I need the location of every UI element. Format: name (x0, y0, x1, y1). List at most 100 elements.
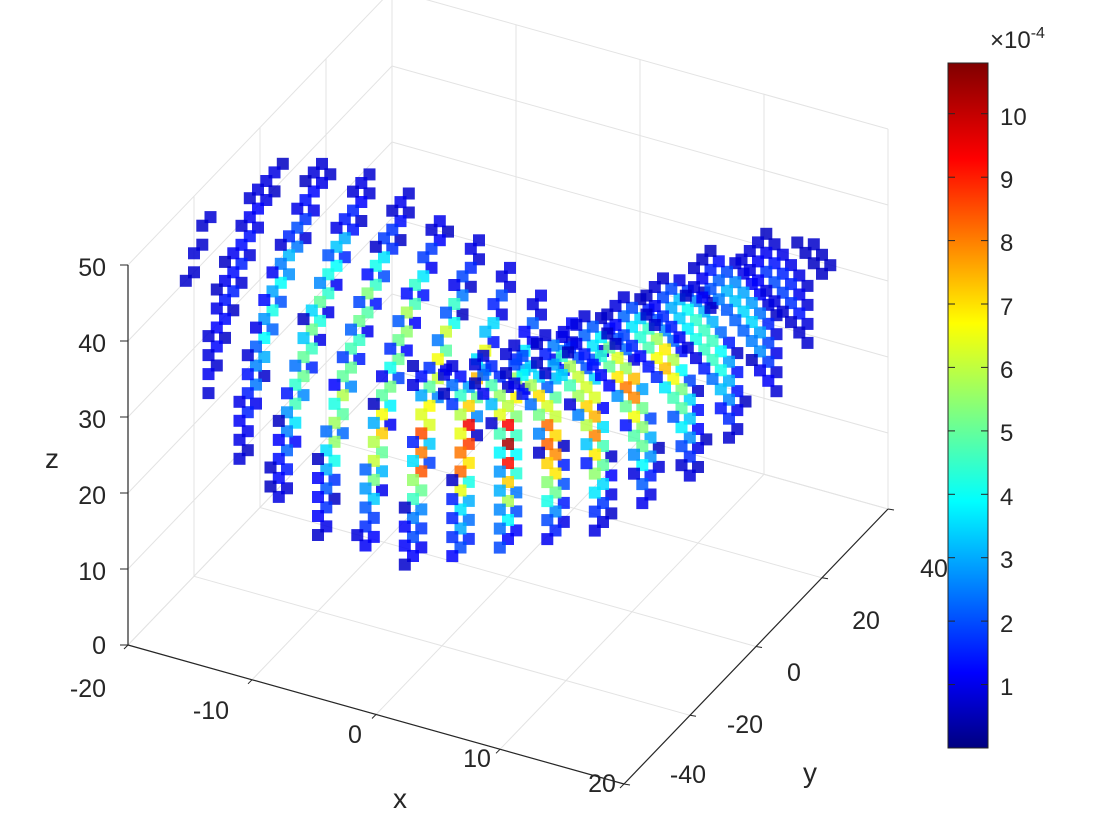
voxel (454, 427, 467, 440)
colorbar-tick-labels: 1 2 3 4 5 6 7 8 9 10 (1000, 104, 1027, 701)
voxel (588, 505, 601, 518)
voxel (312, 472, 324, 484)
voxel (619, 400, 632, 413)
x-tick-label: 10 (463, 745, 491, 773)
voxel (745, 354, 758, 366)
voxel (322, 249, 335, 262)
voxel (533, 408, 545, 421)
voxel (754, 364, 766, 377)
voxel (564, 379, 576, 392)
voxel (312, 453, 324, 465)
voxel (493, 522, 506, 535)
voxel (729, 314, 742, 327)
voxel (723, 431, 735, 444)
voxel (299, 175, 312, 188)
voxel (454, 446, 467, 459)
voxel (493, 427, 506, 440)
voxel (698, 362, 711, 375)
x-tick-label: -20 (70, 675, 106, 703)
voxel (314, 276, 326, 289)
colorbar-multiplier-exponent: -4 (1031, 25, 1045, 42)
voxel (345, 323, 357, 336)
voxel (297, 313, 310, 326)
voxel (493, 446, 506, 459)
voxel (493, 465, 506, 478)
voxel (495, 270, 508, 283)
y-tick-mark (821, 577, 829, 580)
voxel (735, 253, 748, 266)
colorbar-tick-label: 3 (1000, 547, 1013, 574)
voxel (785, 316, 797, 329)
grid-line (193, 575, 691, 716)
voxel (202, 368, 215, 381)
z-tick-label: 50 (78, 254, 106, 282)
voxel (533, 446, 545, 459)
voxel (816, 248, 828, 261)
y-tick-label: -20 (727, 711, 763, 739)
voxel (650, 371, 663, 383)
voxel (469, 358, 481, 371)
colorbar-tick-label: 6 (1000, 357, 1013, 384)
voxel-cloud (179, 157, 837, 571)
voxel (210, 283, 223, 296)
voxel (640, 308, 653, 321)
voxel (398, 501, 411, 514)
voxel (712, 255, 725, 268)
voxel (636, 478, 649, 491)
voxel (562, 346, 574, 359)
voxel (704, 301, 717, 314)
voxel (743, 264, 756, 276)
voxel (407, 360, 419, 372)
voxel (281, 387, 293, 400)
colorbar-tick-label: 1 (1000, 674, 1013, 701)
voxel (328, 397, 341, 410)
voxel (667, 391, 680, 404)
voxel (636, 497, 649, 510)
voxel (233, 395, 246, 408)
voxel (233, 433, 246, 446)
voxel (407, 436, 419, 448)
voxel (272, 433, 285, 446)
voxel (586, 358, 599, 371)
voxel (369, 240, 382, 253)
voxel (601, 327, 614, 340)
x-tick-mark (495, 748, 501, 754)
voxel (446, 474, 459, 487)
voxel (601, 308, 614, 321)
voxel (448, 279, 461, 291)
voxel (289, 359, 302, 372)
voxel (541, 457, 554, 470)
voxel (353, 296, 366, 308)
colorbar: 1 2 3 4 5 6 7 8 9 10 ×10-4 (947, 25, 1045, 749)
voxel (188, 247, 200, 260)
voxel (367, 397, 380, 410)
x-tick-mark (123, 644, 129, 650)
colorbar-tick-label: 8 (1000, 230, 1013, 257)
grid-line (259, 507, 757, 647)
voxel (196, 219, 209, 232)
voxel (533, 427, 545, 440)
voxel (626, 339, 638, 352)
z-tick-label: 30 (78, 406, 106, 434)
y-tick-label: 20 (852, 607, 880, 635)
voxel (611, 389, 624, 402)
voxel (667, 410, 680, 423)
z-tick-label: 10 (78, 558, 106, 586)
voxel (737, 324, 750, 337)
voxel (392, 315, 405, 328)
voxel (274, 238, 287, 251)
voxel (564, 398, 576, 411)
voxel (801, 336, 814, 349)
x-tick-mark (619, 783, 625, 789)
voxel (438, 368, 450, 381)
voxel (524, 398, 537, 411)
voxel (745, 335, 758, 347)
voxel (714, 402, 727, 415)
voxel (487, 298, 500, 311)
colorbar-tick-label: 7 (1000, 294, 1013, 321)
voxel (312, 529, 324, 541)
grid-line (127, 0, 384, 266)
voxel (570, 318, 583, 331)
voxel (628, 467, 640, 480)
